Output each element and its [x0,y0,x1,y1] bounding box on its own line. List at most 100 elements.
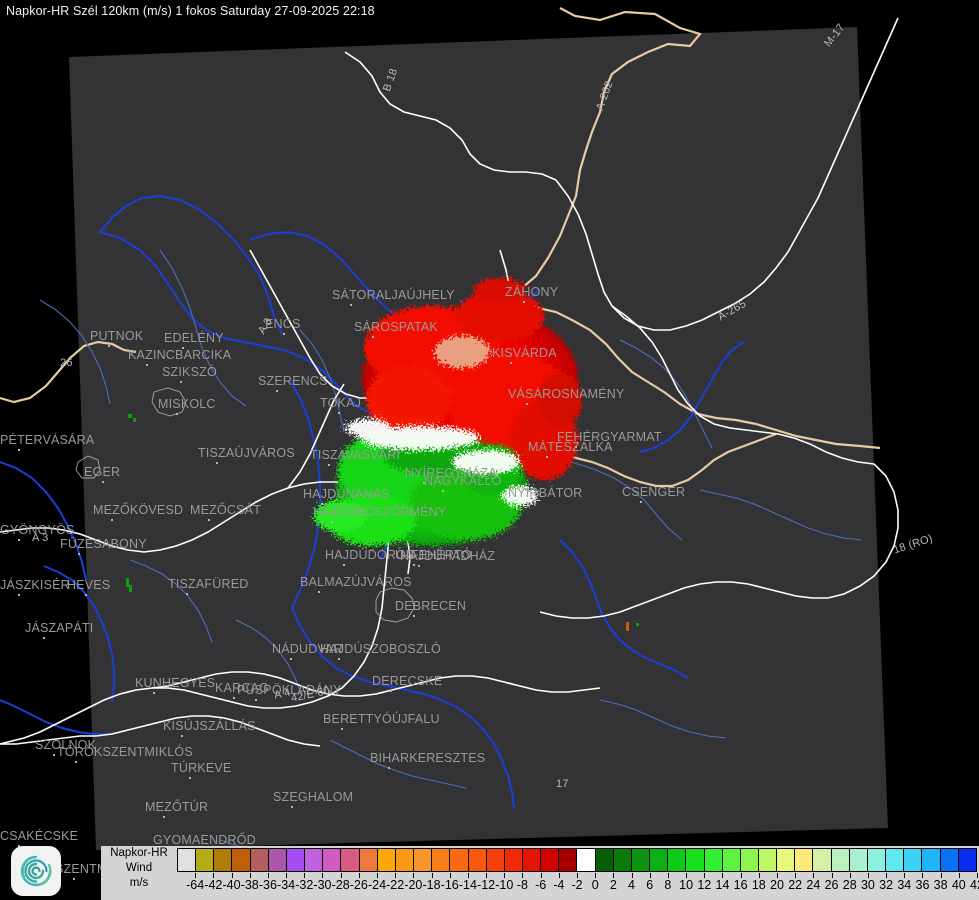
city-marker [413,564,415,566]
city-label: MÁTÉSZALKA [528,440,613,454]
legend-band [250,849,269,871]
page-title: Napkor-HR Szél 120km (m/s) 1 fokos Satur… [6,4,375,18]
legend-tick-label: 34 [897,878,912,892]
legend-tick [395,873,397,878]
legend-band [867,849,887,871]
city-label: MEZŐCSÁT [190,503,262,517]
legend-tick [540,873,542,878]
legend-band [232,849,251,871]
city-label: HAJDÚDOROG [325,548,416,562]
legend-band [831,849,850,871]
legend-tick-label: 16 [733,878,748,892]
legend-band [650,849,669,871]
city-label: ZÁHONY [505,285,559,299]
city-marker [350,304,352,306]
city-marker [182,347,184,349]
city-label: NAGYKÁLLÓ [424,474,502,488]
city-label: SZIKSZÓ [162,365,217,379]
legend-band [922,849,941,871]
legend-tick [595,873,597,878]
legend-tick [304,873,306,878]
legend-tick-label: -2 [571,878,583,892]
city-label: GYOMAENDRŐD [153,833,256,847]
city-marker [523,301,525,303]
legend-caption: Napkor-HR Wind m/s [101,846,177,900]
legend-tick [231,873,233,878]
legend-tick [286,873,288,878]
legend-tick-label: 18 [751,878,766,892]
legend-tick [831,873,833,878]
city-label: KISVÁRDA [492,346,557,360]
legend-tick [213,873,215,878]
city-marker [233,697,235,699]
legend-band [886,849,905,871]
road-label: 26 [60,357,73,369]
legend-tick-label: 24 [806,878,821,892]
legend-band [904,849,923,871]
city-marker [290,658,292,660]
legend-tick-label: -26 [349,878,368,892]
city-marker [418,565,420,567]
city-marker [78,553,80,555]
city-marker [442,490,444,492]
city-marker [338,412,340,414]
legend-tick-label: 28 [842,878,857,892]
city-marker [372,336,374,338]
legend-band [722,849,741,871]
legend-tick [340,873,342,878]
city-label: CSAKÉCSKE [0,829,79,843]
city-marker [186,593,188,595]
legend-tick-label: -20 [404,878,423,892]
legend-tick [195,873,197,878]
legend-tick [249,873,251,878]
legend-tick-label: 12 [697,878,712,892]
legend-band [595,849,614,871]
city-marker [255,699,257,701]
legend-tick [413,873,415,878]
legend-tick [358,873,360,878]
legend-tick-label: -28 [331,878,350,892]
legend-band [286,849,306,871]
legend-tick-label: -32 [295,878,314,892]
legend-band [559,849,578,871]
legend-tick [704,873,706,878]
legend-band [432,849,451,871]
legend-tick-label: -4 [553,878,565,892]
legend-tick-label: 32 [879,878,894,892]
city-label: KAZINCBARCIKA [128,348,232,362]
city-marker [575,446,577,448]
legend-band [686,849,705,871]
city-label: TISZAFÜRED [168,577,249,591]
legend-tick-label: -24 [367,878,387,892]
legend-tick-label: -34 [277,878,296,892]
radar-echo-outbound [362,278,582,480]
city-label: TOKAJ [320,396,362,410]
city-label: EGER [84,465,121,479]
legend-band [759,849,778,871]
legend-tick-label: -38 [240,878,259,892]
legend-band [504,849,523,871]
legend-band [486,849,505,871]
city-marker [510,362,512,364]
city-label: SÁROSPATAK [354,320,438,334]
legend-tick-label: 6 [646,878,654,892]
legend-tick-label: 22 [788,878,803,892]
legend-tick [267,873,269,878]
legend-tick [504,873,506,878]
city-label: JÁSZKISÉR [0,578,70,592]
legend-tick [577,873,578,878]
city-marker [180,381,182,383]
legend-tick-label: -16 [440,878,459,892]
legend-band [522,849,542,871]
city-label: PUTNOK [90,329,144,343]
legend-band [450,849,469,871]
legend-scale-wrap: -64 -42 -40 -38 -36 -34 -32 -30 -28 -26 -24 -22 -20-… [177,848,979,900]
legend-tick [631,873,633,878]
legend-tick [940,873,942,878]
city-label: KISÚJSZÁLLÁS [163,719,256,733]
city-marker [18,449,20,451]
legend-band [777,849,796,871]
app-logo[interactable] [11,846,61,896]
